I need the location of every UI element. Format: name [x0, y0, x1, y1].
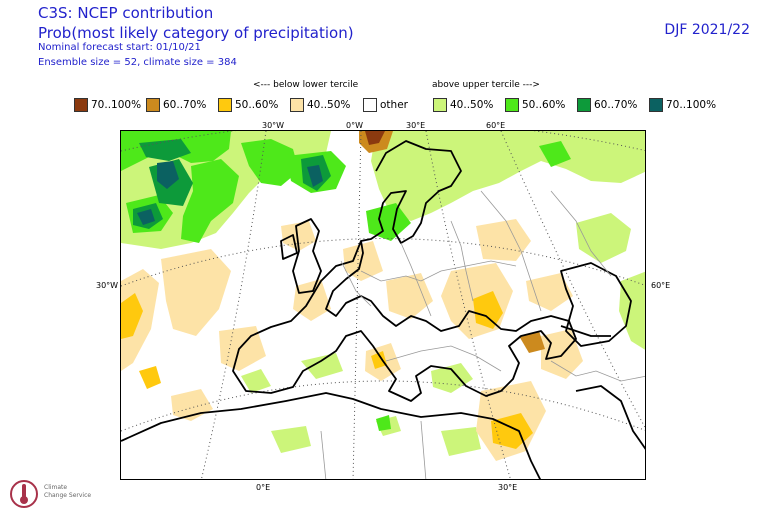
legend-swatch [290, 98, 304, 112]
lon-label: 0°W [346, 121, 363, 130]
legend-item: 60..70% [577, 97, 637, 113]
region-below-70-100 [365, 131, 385, 145]
legend-swatch [505, 98, 519, 112]
legend-item: 70..100% [74, 97, 141, 113]
legend-item: 60..70% [146, 97, 206, 113]
above-tercile-label: above upper tercile ---> [432, 80, 540, 90]
region-below-40-50 [121, 219, 583, 461]
legend-swatch [146, 98, 160, 112]
legend-label: 40..50% [307, 99, 351, 111]
legend-swatch [649, 98, 663, 112]
graticule [121, 131, 645, 479]
coastlines [121, 140, 645, 479]
legend-label: 50..60% [235, 99, 279, 111]
map-title: C3S: NCEP contribution [38, 4, 214, 22]
logo-line1: Climate [44, 484, 68, 491]
legend-swatch [433, 98, 447, 112]
lat-label: 60°E [651, 281, 671, 290]
legend-item: other [363, 97, 408, 113]
forecast-start-label: Nominal forecast start: 01/10/21 [38, 42, 201, 53]
legend-item: 50..60% [218, 97, 278, 113]
borders [320, 190, 645, 479]
legend-label: 40..50% [450, 99, 494, 111]
map-subtitle: Prob(most likely category of precipitati… [38, 24, 354, 42]
thermometer-icon [10, 480, 38, 508]
lon-label: 0°E [256, 483, 271, 492]
c3s-logo: Climate Change Service [6, 474, 116, 514]
legend-label: 70..100% [91, 99, 142, 111]
lon-label: 60°E [486, 121, 506, 130]
region-above-70-100 [137, 161, 323, 225]
lon-label: 30°E [406, 121, 426, 130]
legend-label: other [380, 99, 408, 111]
season-label: DJF 2021/22 [664, 22, 750, 38]
ensemble-size-label: Ensemble size = 52, climate size = 384 [38, 57, 237, 68]
legend-swatch [218, 98, 232, 112]
lon-label: 30°E [498, 483, 518, 492]
legend-label: 70..100% [666, 99, 717, 111]
legend-item: 70..100% [649, 97, 716, 113]
legend-item: 40..50% [290, 97, 350, 113]
legend-swatch [74, 98, 88, 112]
legend-item: 40..50% [433, 97, 493, 113]
lon-label: 30°W [262, 121, 285, 130]
legend-swatch [363, 98, 377, 112]
legend-item: 50..60% [505, 97, 565, 113]
precipitation-map [120, 130, 646, 480]
lat-label: 30°W [96, 281, 119, 290]
map-canvas [121, 131, 645, 479]
legend-swatch [577, 98, 591, 112]
logo-text: Climate Change Service [44, 484, 91, 500]
legend-label: 60..70% [594, 99, 638, 111]
below-tercile-label: <--- below lower tercile [253, 80, 359, 90]
legend-label: 60..70% [163, 99, 207, 111]
legend-label: 50..60% [522, 99, 566, 111]
logo-line2: Change Service [44, 492, 92, 499]
